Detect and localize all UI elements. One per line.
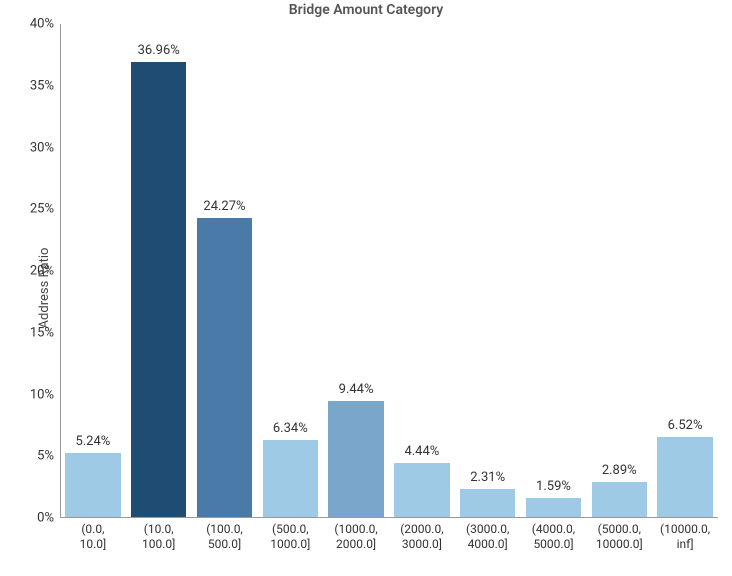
y-tick: 0% bbox=[37, 511, 60, 526]
bar-slot: 1.59% bbox=[521, 24, 587, 518]
bar bbox=[197, 218, 252, 518]
y-tick: 15% bbox=[30, 325, 60, 340]
bar-slot: 9.44% bbox=[323, 24, 389, 518]
bar-value-label: 4.44% bbox=[404, 444, 439, 459]
x-tick: (2000.0,3000.0] bbox=[389, 518, 455, 552]
bar bbox=[526, 498, 581, 518]
x-axis-labels: (0.0,10.0](10.0,100.0](100.0,500.0](500.… bbox=[60, 518, 718, 552]
plot-area: 0%5%10%15%20%25%30%35%40% 5.24%36.96%24.… bbox=[60, 24, 718, 518]
x-tick: (1000.0,2000.0] bbox=[323, 518, 389, 552]
y-tick: 10% bbox=[30, 387, 60, 402]
bar-value-label: 2.89% bbox=[602, 463, 637, 478]
bar-value-label: 1.59% bbox=[536, 479, 571, 494]
bar-value-label: 5.24% bbox=[75, 434, 110, 449]
bar-value-label: 6.52% bbox=[668, 418, 703, 433]
y-axis-label: Address Ratio bbox=[37, 248, 52, 329]
bar-slot: 36.96% bbox=[126, 24, 192, 518]
x-tick: (4000.0,5000.0] bbox=[521, 518, 587, 552]
bar-slot: 24.27% bbox=[192, 24, 258, 518]
x-tick: (500.0,1000.0] bbox=[257, 518, 323, 552]
bar bbox=[263, 440, 318, 518]
bar-value-label: 2.31% bbox=[470, 470, 505, 485]
x-tick: (5000.0,10000.0] bbox=[586, 518, 652, 552]
bar bbox=[592, 482, 647, 518]
y-tick: 5% bbox=[37, 449, 60, 464]
bar-slot: 6.34% bbox=[257, 24, 323, 518]
bar bbox=[131, 62, 186, 518]
bar-chart: Bridge Amount Category Address Ratio 0%5… bbox=[0, 0, 732, 576]
bar-value-label: 9.44% bbox=[339, 382, 374, 397]
bar-value-label: 36.96% bbox=[138, 43, 180, 58]
x-tick: (10.0,100.0] bbox=[126, 518, 192, 552]
bar-value-label: 24.27% bbox=[203, 199, 245, 214]
y-tick: 25% bbox=[30, 202, 60, 217]
bar bbox=[460, 489, 515, 518]
y-axis-line bbox=[60, 24, 61, 518]
bar-slot: 6.52% bbox=[652, 24, 718, 518]
bar bbox=[65, 453, 120, 518]
bar-slot: 2.31% bbox=[455, 24, 521, 518]
bar-slot: 4.44% bbox=[389, 24, 455, 518]
bars-container: 5.24% 36.96% 24.27% 6.34% 9.44% 4.44% 2.31% 1.5… bbox=[60, 24, 718, 518]
bar bbox=[657, 437, 712, 518]
bar-slot: 2.89% bbox=[586, 24, 652, 518]
y-tick: 30% bbox=[30, 140, 60, 155]
bar bbox=[394, 463, 449, 518]
x-tick: (3000.0,4000.0] bbox=[455, 518, 521, 552]
y-tick: 20% bbox=[30, 264, 60, 279]
chart-title: Bridge Amount Category bbox=[0, 2, 732, 18]
bar-slot: 5.24% bbox=[60, 24, 126, 518]
y-tick: 40% bbox=[30, 17, 60, 32]
x-tick: (0.0,10.0] bbox=[60, 518, 126, 552]
x-tick: (10000.0,inf] bbox=[652, 518, 718, 552]
x-tick: (100.0,500.0] bbox=[192, 518, 258, 552]
y-tick: 35% bbox=[30, 78, 60, 93]
bar-value-label: 6.34% bbox=[273, 421, 308, 436]
bar bbox=[328, 401, 383, 518]
